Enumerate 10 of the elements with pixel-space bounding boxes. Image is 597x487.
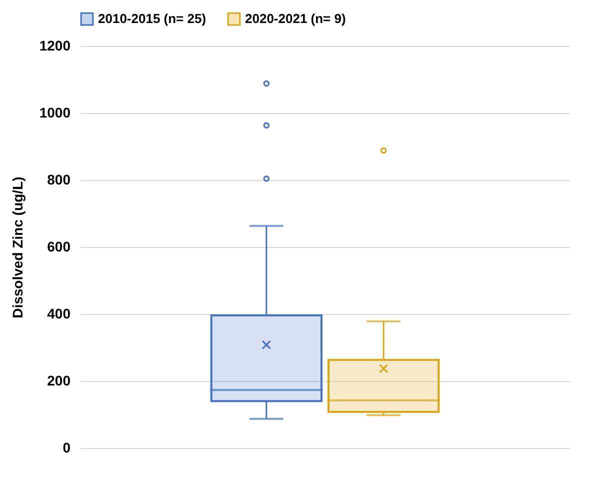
y-axis-title: Dissolved Zinc (ug/L) — [9, 176, 26, 318]
y-tick-label: 1000 — [39, 104, 71, 120]
y-tick-label: 0 — [62, 440, 71, 456]
y-tick-label: 400 — [47, 306, 71, 322]
legend-label: 2010-2015 (n= 25) — [98, 11, 206, 26]
y-tick-label: 800 — [47, 172, 71, 188]
y-tick-label: 600 — [47, 238, 71, 254]
y-tick-label: 200 — [47, 372, 71, 388]
legend-label: 2020-2021 (n= 9) — [245, 11, 346, 26]
y-tick-label: 1200 — [39, 38, 71, 54]
